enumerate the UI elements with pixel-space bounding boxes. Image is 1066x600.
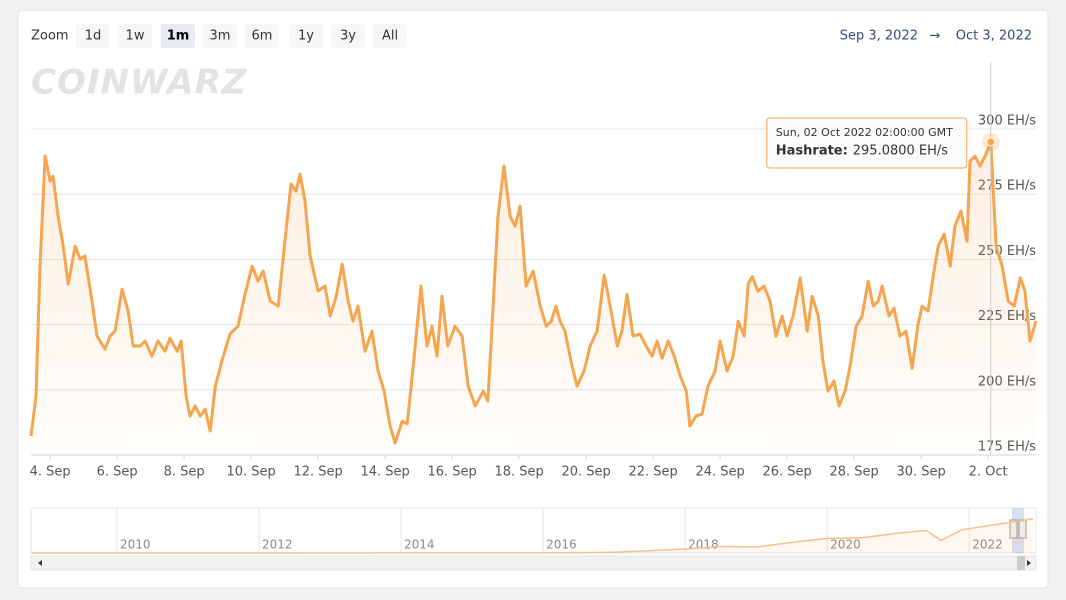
scroll-left[interactable]	[38, 560, 42, 566]
navigator-tick-label: 2010	[120, 538, 151, 552]
tooltip-date: Sun, 02 Oct 2022 02:00:00 GMT	[776, 126, 953, 139]
zoom-button[interactable]	[373, 24, 407, 48]
zoom-button-label: 1w	[126, 29, 145, 44]
navigator-tick-label: 2014	[404, 538, 435, 552]
x-tick-label: 16. Sep	[427, 465, 476, 480]
x-tick-label: 22. Sep	[628, 465, 677, 480]
range-arrow: →	[930, 29, 941, 44]
x-tick-label: 14. Sep	[360, 465, 409, 480]
range-from: Sep 3, 2022	[840, 29, 918, 44]
zoom-button-label: 6m	[252, 29, 273, 44]
x-tick-label: 6. Sep	[97, 465, 138, 480]
navigator-mask	[1012, 508, 1024, 553]
zoom-button[interactable]	[161, 24, 195, 48]
zoom-button-label: 3y	[340, 29, 356, 44]
zoom-button[interactable]	[331, 24, 365, 48]
zoom-button-label: All	[382, 29, 398, 44]
x-tick-label: 28. Sep	[829, 465, 878, 480]
y-tick-label: 300 EH/s	[978, 114, 1036, 129]
x-tick-label: 30. Sep	[896, 465, 945, 480]
zoom-button-label: 3m	[210, 29, 231, 44]
zoom-button-label: 1m	[167, 29, 190, 44]
navigator-tick-label: 2022	[972, 538, 1003, 552]
watermark: COINWARZ	[31, 63, 248, 103]
range-to: Oct 3, 2022	[956, 29, 1032, 44]
navigator-tick-label: 2020	[830, 538, 861, 552]
x-tick-label: 20. Sep	[561, 465, 610, 480]
scroll-right[interactable]	[1027, 560, 1031, 566]
scrollbar-thumb[interactable]	[1017, 556, 1025, 570]
zoom-button[interactable]	[118, 24, 152, 48]
x-tick-label: 24. Sep	[695, 465, 744, 480]
x-tick-label: 8. Sep	[164, 465, 205, 480]
zoom-button[interactable]	[245, 24, 279, 48]
x-tick-label: 12. Sep	[293, 465, 342, 480]
scrollbar[interactable]	[30, 555, 1037, 571]
zoom-button[interactable]	[289, 24, 323, 48]
area-fill	[31, 141, 1036, 455]
x-tick-label: 2. Oct	[969, 465, 1008, 480]
navigator-area	[31, 518, 1034, 553]
navigator-handle[interactable]	[1009, 519, 1018, 539]
x-tick-label: 18. Sep	[494, 465, 543, 480]
zoom-button-label: 1y	[298, 29, 314, 44]
navigator-tick-label: 2012	[262, 538, 293, 552]
zoom-button-label: 1d	[85, 29, 102, 44]
x-tick-label: 26. Sep	[762, 465, 811, 480]
tooltip-label: Hashrate:	[776, 144, 848, 159]
navigator-tick-label: 2016	[546, 538, 577, 552]
zoom-label: Zoom	[31, 29, 68, 44]
tooltip	[766, 117, 968, 169]
hover-point	[986, 137, 996, 147]
navigator-line	[31, 517, 1034, 554]
x-tick-label: 4. Sep	[30, 465, 71, 480]
x-tick-label: 10. Sep	[226, 465, 275, 480]
zoom-bar: Zoom 1d 1w 1m 3m 6m 1y 3y All	[31, 24, 407, 48]
zoom-button[interactable]	[76, 24, 110, 48]
navigator	[30, 507, 1037, 554]
tooltip-value: 295.0800 EH/s	[853, 144, 949, 159]
zoom-button[interactable]	[203, 24, 237, 48]
line	[29, 140, 1038, 445]
